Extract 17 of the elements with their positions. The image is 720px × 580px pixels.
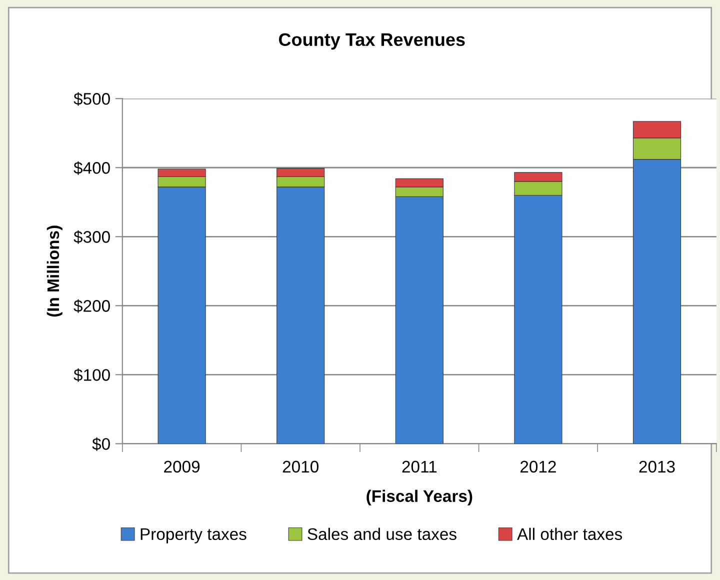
- y-tick-label: $0: [92, 437, 110, 451]
- y-tick-label: $500: [74, 92, 110, 106]
- x-tick-label: 2010: [282, 460, 318, 473]
- x-tick-label: 2009: [164, 460, 200, 473]
- legend-label: All other taxes: [517, 528, 622, 540]
- y-tick-label: $400: [74, 161, 110, 175]
- y-axis-title: (In Millions): [46, 226, 62, 317]
- y-tick-label: $300: [74, 230, 110, 244]
- y-tick-label: $100: [74, 368, 110, 382]
- y-tick-label: $200: [74, 299, 110, 313]
- x-axis-title: (Fiscal Years): [366, 490, 472, 506]
- x-tick-label: 2012: [520, 460, 556, 473]
- legend-label: Sales and use taxes: [308, 528, 456, 540]
- x-tick-label: 2013: [639, 460, 675, 473]
- x-tick-label: 2011: [402, 460, 437, 473]
- legend-label: Property taxes: [140, 528, 246, 544]
- chart-title: County Tax Revenues: [278, 33, 465, 50]
